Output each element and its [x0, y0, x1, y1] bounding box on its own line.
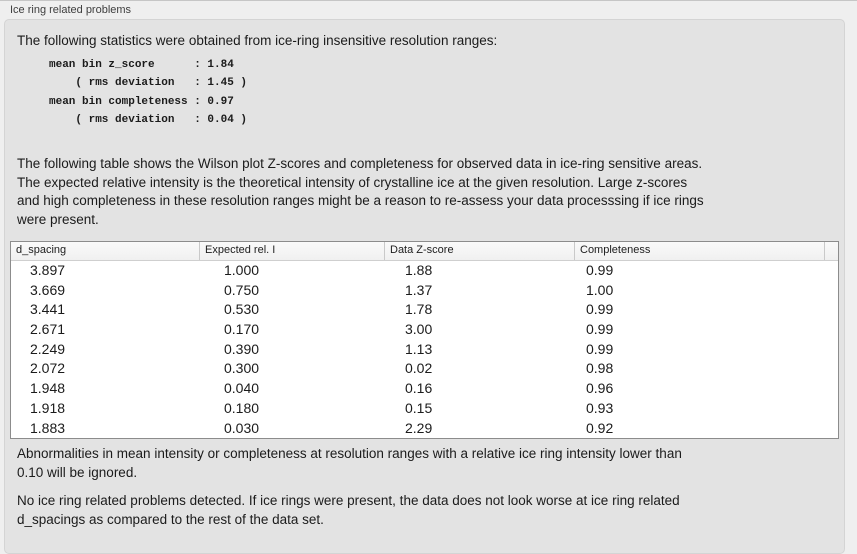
table-body: 3.897 1.000 1.88 0.99 3.669 0.750 1.37 1.00 3.44… — [11, 261, 838, 438]
stats-block: mean bin z_score : 1.84 ( rms deviation … — [49, 56, 247, 129]
table-row[interactable]: 3.897 1.000 1.88 0.99 — [11, 261, 838, 281]
conclusion-line: d_spacings as compared to the rest of th… — [17, 511, 324, 527]
table-cell: 1.000 — [224, 262, 260, 278]
table-header-filler — [824, 242, 838, 260]
stats-line: mean bin z_score : 1.84 — [49, 59, 234, 71]
table-cell: 0.99 — [586, 262, 614, 278]
table-row[interactable]: 1.918 0.180 0.15 0.93 — [11, 399, 838, 419]
table-cell: 0.750 — [224, 281, 260, 298]
table-cell: 1.37 — [405, 281, 433, 298]
table-cell: 1.883 — [30, 419, 66, 436]
note-line: 0.10 will be ignored. — [17, 464, 138, 480]
table-row[interactable]: 3.669 0.750 1.37 1.00 — [11, 281, 838, 301]
stats-line: mean bin completeness : 0.97 — [49, 95, 234, 108]
table-cell: 3.669 — [30, 281, 66, 298]
table-cell: 0.530 — [224, 301, 260, 318]
table-cell: 0.98 — [586, 360, 614, 377]
table-cell: 2.29 — [405, 419, 433, 436]
table-header-cell[interactable]: Expected rel. I — [199, 242, 384, 260]
table-cell: 3.897 — [30, 262, 66, 278]
note-paragraph: Abnormalities in mean intensity or compl… — [17, 445, 682, 482]
table-row[interactable]: 3.441 0.530 1.78 0.99 — [11, 300, 838, 320]
description-line: and high completeness in these resolutio… — [17, 193, 704, 209]
table-row[interactable]: 2.671 0.170 3.00 0.99 — [11, 320, 838, 340]
table-cell: 0.02 — [405, 360, 433, 377]
table-cell: 0.99 — [586, 321, 614, 338]
note-line: Abnormalities in mean intensity or compl… — [17, 446, 682, 461]
table-cell: 0.170 — [224, 321, 260, 338]
conclusion-paragraph: No ice ring related problems detected. I… — [17, 492, 680, 529]
table-cell: 0.99 — [586, 301, 614, 318]
table-cell: 1.918 — [30, 399, 66, 416]
description-line: The following table shows the Wilson plo… — [17, 156, 703, 171]
table-header-cell[interactable]: Completeness — [574, 242, 824, 260]
intro-paragraph: The following statistics were obtained f… — [17, 32, 497, 51]
stats-line: ( rms deviation : 0.04 ) — [49, 113, 248, 126]
table-cell: 3.00 — [405, 321, 433, 338]
table-cell: 2.671 — [30, 321, 66, 338]
ice-ring-panel: The following statistics were obtained f… — [4, 19, 845, 554]
table-cell: 1.948 — [30, 380, 66, 397]
description-paragraph: The following table shows the Wilson plo… — [17, 155, 704, 230]
table-cell: 0.300 — [224, 360, 260, 377]
table-cell: 2.072 — [30, 360, 66, 377]
table-cell: 0.15 — [405, 399, 433, 416]
intro-line: The following statistics were obtained f… — [17, 33, 498, 48]
table-cell: 0.390 — [224, 340, 260, 357]
table-cell: 1.00 — [586, 281, 614, 298]
table-cell: 0.99 — [586, 340, 614, 357]
table-header-cell[interactable]: d_spacing — [16, 244, 67, 256]
description-line: The expected relative intensity is the t… — [17, 174, 688, 190]
table-row[interactable]: 1.883 0.030 2.29 0.92 — [11, 419, 838, 439]
table-cell: 0.16 — [405, 380, 433, 397]
table-cell: 0.96 — [586, 380, 614, 397]
stats-line: ( rms deviation : 1.45 ) — [49, 77, 248, 90]
table-row[interactable]: 2.072 0.300 0.02 0.98 — [11, 359, 838, 379]
table-cell: 1.88 — [405, 262, 433, 278]
table-row[interactable]: 1.948 0.040 0.16 0.96 — [11, 379, 838, 399]
table-cell: 2.249 — [30, 340, 66, 357]
table-cell: 0.93 — [586, 399, 614, 416]
table-cell: 0.92 — [586, 419, 614, 436]
conclusion-line: No ice ring related problems detected. I… — [17, 493, 680, 508]
table-cell: 0.040 — [224, 380, 260, 397]
table-header-row: d_spacing Expected rel. I Data Z-score Comp… — [11, 242, 838, 261]
table-header-cell[interactable]: Data Z-score — [384, 242, 574, 260]
description-line: were present. — [17, 212, 99, 228]
panel-title: Ice ring related problems — [10, 4, 132, 16]
top-divider — [0, 0, 857, 1]
table-cell: 0.030 — [224, 419, 260, 436]
table-cell: 1.13 — [405, 340, 433, 357]
ice-ring-table: d_spacing Expected rel. I Data Z-score Comp… — [10, 241, 839, 440]
table-cell: 0.180 — [224, 399, 260, 416]
table-row[interactable]: 2.249 0.390 1.13 0.99 — [11, 340, 838, 360]
table-cell: 1.78 — [405, 301, 433, 318]
table-cell: 3.441 — [30, 301, 66, 318]
